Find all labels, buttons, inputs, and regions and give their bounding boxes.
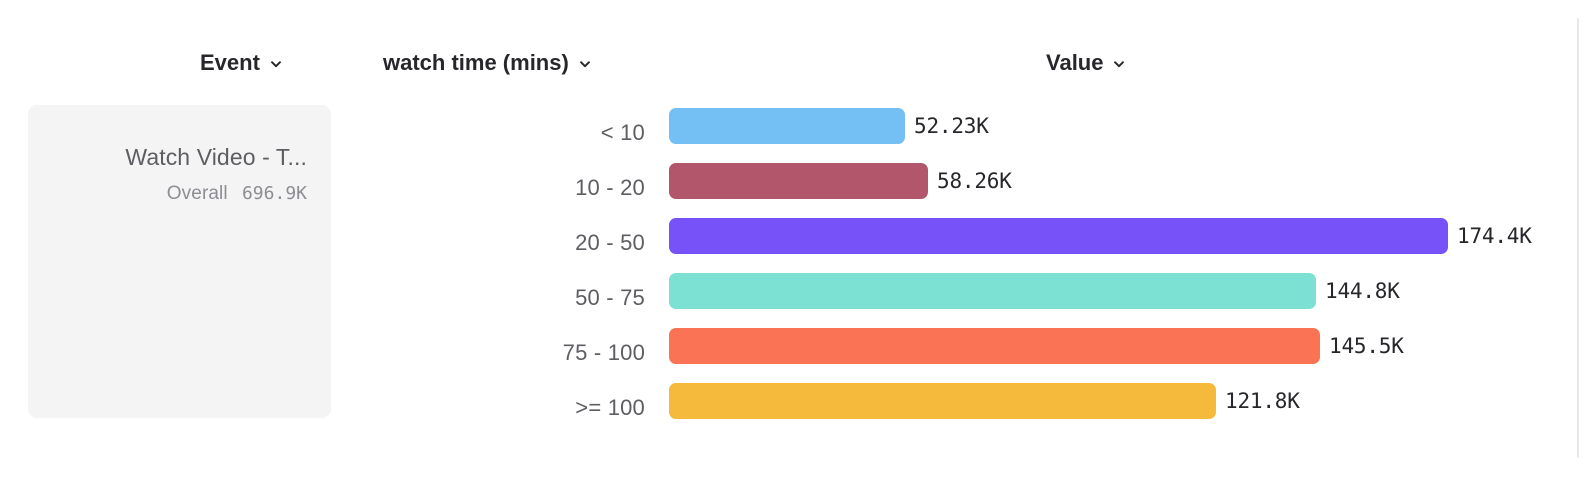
bar-value-label: 174.4K bbox=[1457, 224, 1532, 248]
bar-track: 144.8K bbox=[669, 273, 1400, 309]
bar[interactable] bbox=[669, 383, 1216, 419]
bar-value-label: 144.8K bbox=[1325, 279, 1400, 303]
bar-rows: < 10 52.23K 10 - 20 58.26K 20 - 50 174.4K 50 -… bbox=[0, 105, 1584, 435]
chevron-down-icon[interactable] bbox=[578, 57, 592, 71]
column-header-value-label: Value bbox=[1046, 50, 1104, 75]
bar-row[interactable]: >= 100 121.8K bbox=[0, 380, 1584, 435]
column-header-event[interactable]: Event bbox=[200, 50, 283, 76]
column-headers: Event watch time (mins) Value bbox=[0, 50, 1584, 86]
chevron-down-icon[interactable] bbox=[269, 57, 283, 71]
chevron-down-icon[interactable] bbox=[1112, 57, 1126, 71]
event-card[interactable]: Watch Video - T... Overall 696.9K bbox=[28, 105, 331, 418]
bar-track: 174.4K bbox=[669, 218, 1532, 254]
bar-track: 121.8K bbox=[669, 383, 1300, 419]
vertical-scrollbar[interactable] bbox=[1577, 18, 1579, 458]
bar-row[interactable]: < 10 52.23K bbox=[0, 105, 1584, 160]
column-header-dimension-label: watch time (mins) bbox=[383, 50, 569, 75]
bar-value-label: 145.5K bbox=[1329, 334, 1404, 358]
bar-row[interactable]: 50 - 75 144.8K bbox=[0, 270, 1584, 325]
event-card-overall-label: Overall bbox=[166, 183, 228, 204]
bar-row[interactable]: 20 - 50 174.4K bbox=[0, 215, 1584, 270]
column-header-value[interactable]: Value bbox=[1046, 50, 1126, 76]
bar[interactable] bbox=[669, 108, 905, 144]
event-card-overall: Overall 696.9K bbox=[167, 183, 307, 205]
bar-track: 52.23K bbox=[669, 108, 989, 144]
event-card-title: Watch Video - T... bbox=[125, 144, 307, 170]
bar[interactable] bbox=[669, 218, 1448, 254]
bar-row-label: 10 - 20 bbox=[575, 174, 645, 200]
event-card-overall-value: 696.9K bbox=[241, 183, 307, 204]
bar-row[interactable]: 75 - 100 145.5K bbox=[0, 325, 1584, 380]
column-header-dimension[interactable]: watch time (mins) bbox=[383, 50, 592, 76]
bar-track: 58.26K bbox=[669, 163, 1012, 199]
bar-row[interactable]: 10 - 20 58.26K bbox=[0, 160, 1584, 215]
bar[interactable] bbox=[669, 273, 1316, 309]
bar-value-label: 52.23K bbox=[914, 114, 989, 138]
bar-row-label: < 10 bbox=[600, 119, 645, 145]
bar-row-label: >= 100 bbox=[575, 394, 645, 420]
bar-row-label: 75 - 100 bbox=[562, 339, 645, 365]
bar-track: 145.5K bbox=[669, 328, 1404, 364]
bar[interactable] bbox=[669, 163, 928, 199]
bar-row-label: 50 - 75 bbox=[575, 284, 645, 310]
bar-value-label: 121.8K bbox=[1225, 389, 1300, 413]
column-header-event-label: Event bbox=[200, 50, 260, 75]
bar-row-label: 20 - 50 bbox=[575, 229, 645, 255]
bar-value-label: 58.26K bbox=[937, 169, 1012, 193]
bar[interactable] bbox=[669, 328, 1320, 364]
